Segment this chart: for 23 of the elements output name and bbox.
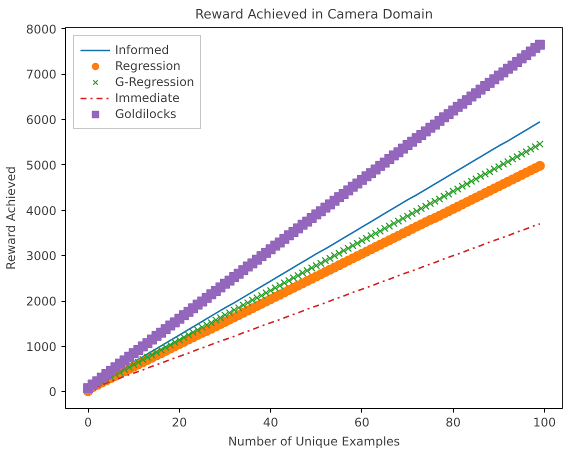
chart-title: Reward Achieved in Camera Domain xyxy=(195,8,433,22)
y-tick-label: 3000 xyxy=(26,249,57,264)
x-tick-label: 40 xyxy=(263,416,278,430)
y-tick-label: 8000 xyxy=(26,22,57,36)
legend-label: Informed xyxy=(115,42,170,58)
legend-label: Regression xyxy=(115,58,181,74)
x-tick-label: 60 xyxy=(354,416,370,430)
y-tick-label: 1000 xyxy=(26,340,57,354)
y-tick-label: 5000 xyxy=(26,158,57,172)
legend-label: Goldilocks xyxy=(115,106,176,122)
y-axis-title: Reward Achieved xyxy=(4,166,18,270)
y-tick-label: 6000 xyxy=(26,113,57,128)
legend-label: G-Regression xyxy=(115,74,194,90)
legend-label: Immediate xyxy=(115,90,180,106)
y-tick-label: 0 xyxy=(48,385,57,400)
y-tick-label: 4000 xyxy=(26,204,57,218)
y-tick-label: 7000 xyxy=(26,68,57,82)
x-tick-label: 100 xyxy=(533,416,556,430)
x-tick-label: 20 xyxy=(172,416,188,430)
x-axis-title: Number of Unique Examples xyxy=(228,434,400,448)
x-tick-label: 0 xyxy=(84,416,92,430)
x-tick-label: 80 xyxy=(446,416,461,430)
y-tick-label: 2000 xyxy=(26,294,57,309)
